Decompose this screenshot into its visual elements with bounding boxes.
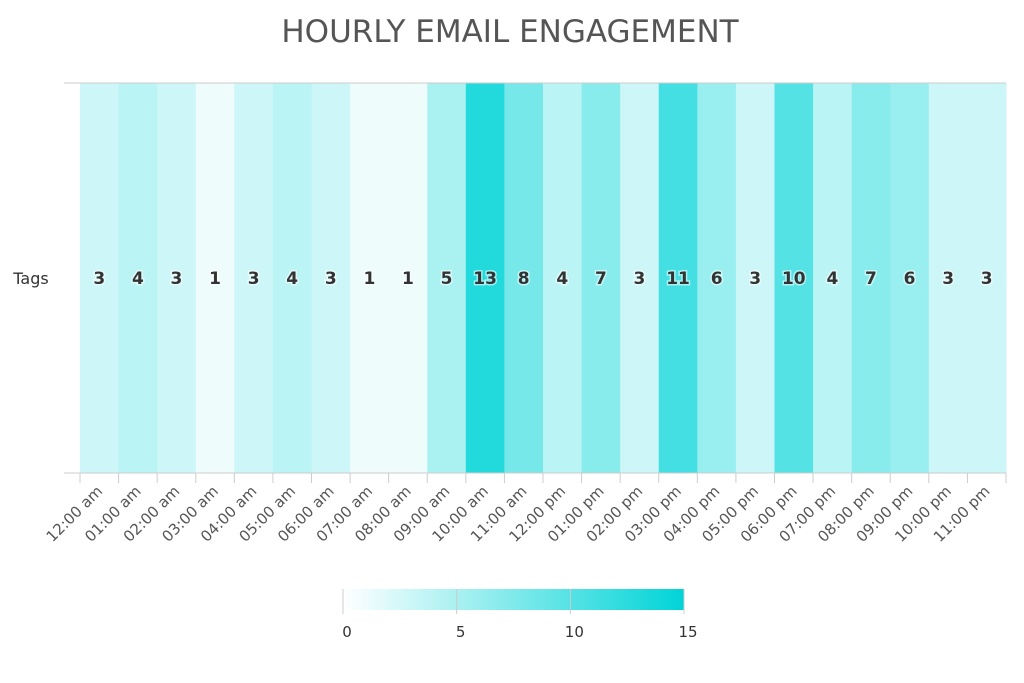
- heatmap-cell: [620, 83, 660, 473]
- heatmap-cell-labels: 3 4 3 1 3 4 3 1 1 5 13 8 4 7 3 11 6 3 10 4 7 6 3 3: [92, 268, 994, 291]
- cell-value-label: 4: [132, 269, 144, 289]
- cell-value-label: 6: [711, 269, 723, 289]
- cell-value-label: 3: [981, 269, 993, 289]
- cell-value-label: 3: [171, 269, 183, 289]
- heatmap-cell: [157, 83, 197, 473]
- y-axis-tick-labels: Tags: [12, 269, 48, 288]
- cell-value-label: 3: [93, 269, 105, 289]
- cell-value-label: 10: [782, 269, 806, 289]
- cell-value-label: 3: [749, 269, 761, 289]
- cell-value-label: 3: [325, 269, 337, 289]
- y-tick-label: Tags: [12, 269, 48, 288]
- cell-value-label: 8: [518, 269, 530, 289]
- heatmap-cell: [658, 83, 698, 473]
- cell-value-label: 1: [363, 269, 375, 289]
- heatmap-cell: [697, 83, 737, 473]
- cell-value-label: 1: [209, 269, 221, 289]
- heatmap-cell: [195, 83, 235, 473]
- heatmap-cell: [928, 83, 968, 473]
- cell-value-label: 3: [634, 269, 646, 289]
- cell-value-label: 5: [441, 269, 453, 289]
- cell-value-label: 4: [826, 269, 838, 289]
- heatmap-cell: [427, 83, 467, 473]
- heatmap-cell: [80, 83, 120, 473]
- chart-title: HOURLY EMAIL ENGAGEMENT: [281, 14, 739, 50]
- heatmap-cell: [465, 83, 505, 473]
- legend-tick-label: 5: [456, 623, 466, 641]
- heatmap-cell: [388, 83, 428, 473]
- heatmap-cell: [967, 83, 1007, 473]
- cell-value-label: 7: [865, 269, 877, 289]
- heatmap-cell: [581, 83, 621, 473]
- heatmap-cell: [504, 83, 544, 473]
- cell-value-label: 6: [904, 269, 916, 289]
- heatmap-cell: [543, 83, 583, 473]
- heatmap-cell: [272, 83, 312, 473]
- cell-value-label: 3: [248, 269, 260, 289]
- heatmap-cell: [774, 83, 814, 473]
- cell-value-label: 11: [666, 269, 690, 289]
- heatmap-cell: [350, 83, 390, 473]
- axes: [64, 82, 1007, 483]
- cell-value-label: 3: [942, 269, 954, 289]
- heatmap-cell: [118, 83, 158, 473]
- cell-value-label: 1: [402, 269, 414, 289]
- heatmap-cell: [735, 83, 775, 473]
- heatmap-cell: [890, 83, 930, 473]
- heatmap-cell: [234, 83, 274, 473]
- cell-value-label: 7: [595, 269, 607, 289]
- color-legend: 0 5 10 15: [342, 589, 698, 641]
- heatmap-cell: [813, 83, 853, 473]
- cell-value-label: 4: [556, 269, 568, 289]
- legend-tick-label: 10: [565, 623, 584, 641]
- heatmap-cell: [851, 83, 891, 473]
- cell-value-label: 4: [286, 269, 298, 289]
- legend-tick-label: 15: [678, 623, 697, 641]
- cell-value-label: 13: [473, 269, 497, 289]
- legend-tick-label: 0: [342, 623, 352, 641]
- heatmap-cell: [311, 83, 351, 473]
- legend-color-bar: [343, 589, 684, 610]
- heatmap-cells: [80, 83, 1007, 473]
